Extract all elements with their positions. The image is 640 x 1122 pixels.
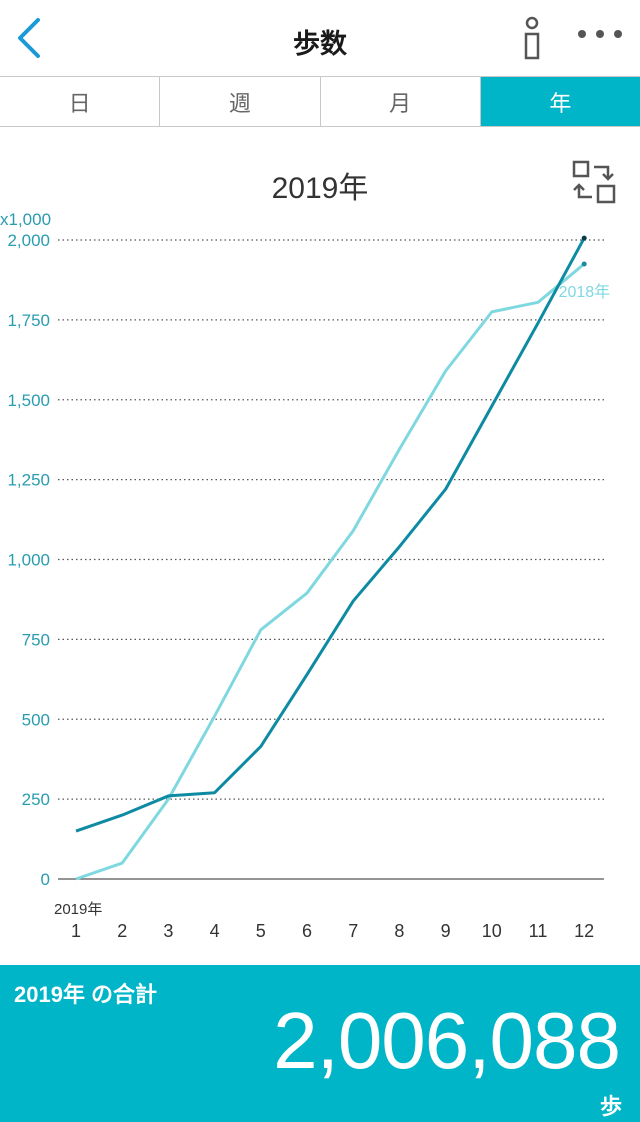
compare-toggle-button[interactable] xyxy=(570,158,618,206)
more-button[interactable] xyxy=(570,22,630,50)
x-tick-label: 4 xyxy=(210,921,220,941)
y-tick-label: 1,250 xyxy=(7,471,50,490)
x-tick-label: 6 xyxy=(302,921,312,941)
y-tick-label: 750 xyxy=(22,630,50,649)
x-tick-label: 2 xyxy=(117,921,127,941)
tab-year[interactable]: 年 xyxy=(480,77,640,126)
tab-month-label: 月 xyxy=(389,90,412,116)
info-icon xyxy=(524,16,540,60)
total-summary-panel: 2019年 の合計 2,006,088 歩 xyxy=(0,965,640,1122)
y-tick-label: 2,000 xyxy=(7,231,50,250)
series-line xyxy=(75,237,586,833)
chart-title: 2019年 xyxy=(271,172,369,205)
series-end-point xyxy=(581,235,587,241)
total-steps-value: 2,006,088 xyxy=(273,996,621,1085)
x-year-label: 2019年 xyxy=(54,901,102,918)
info-button[interactable] xyxy=(512,14,552,62)
y-unit-label: x1,000 xyxy=(0,210,51,229)
tab-day-label: 日 xyxy=(68,90,91,116)
chart-x-axis: 1 2 3 4 5 6 7 8 9 10 11 12 xyxy=(71,921,594,941)
y-tick-label: 1,500 xyxy=(7,391,50,410)
series-end-point xyxy=(581,261,587,267)
x-tick-label: 7 xyxy=(348,921,358,941)
x-tick-label: 8 xyxy=(394,921,404,941)
more-dots-icon xyxy=(578,30,622,38)
swap-icon xyxy=(572,160,616,204)
y-tick-label: 500 xyxy=(22,710,50,729)
steps-line-chart: x1,000 0 250 500 750 1,000 1,250 1,500 1,750 2,0… xyxy=(0,210,611,941)
chart-grid: 0 250 500 750 1,000 1,250 1,500 1,750 2,000 xyxy=(7,231,604,889)
nav-bar: 歩数 xyxy=(0,0,640,76)
chevron-left-icon xyxy=(18,18,40,58)
y-tick-label: 1,000 xyxy=(7,551,50,570)
x-tick-label: 11 xyxy=(529,921,548,941)
chart-series: 2018年 xyxy=(75,235,611,881)
x-tick-label: 9 xyxy=(441,921,451,941)
tab-week-label: 週 xyxy=(228,90,251,116)
x-tick-label: 12 xyxy=(574,921,594,941)
y-tick-label: 1,750 xyxy=(7,311,50,330)
x-tick-label: 5 xyxy=(256,921,266,941)
tab-week[interactable]: 週 xyxy=(160,77,321,126)
y-tick-label: 250 xyxy=(22,790,50,809)
back-button[interactable] xyxy=(8,16,52,60)
x-tick-label: 10 xyxy=(482,921,502,941)
total-unit: 歩 xyxy=(599,1094,622,1119)
tab-month[interactable]: 月 xyxy=(320,77,481,126)
series-label: 2018年 xyxy=(559,283,611,301)
x-tick-label: 3 xyxy=(163,921,173,941)
series-line xyxy=(75,262,586,881)
tab-day[interactable]: 日 xyxy=(0,77,161,126)
tab-year-label: 年 xyxy=(549,90,572,116)
total-label: 2019年 の合計 xyxy=(14,982,158,1007)
y-tick-label: 0 xyxy=(41,870,50,889)
period-tabs: 日 週 月 年 xyxy=(0,76,640,127)
x-tick-label: 1 xyxy=(71,921,81,941)
